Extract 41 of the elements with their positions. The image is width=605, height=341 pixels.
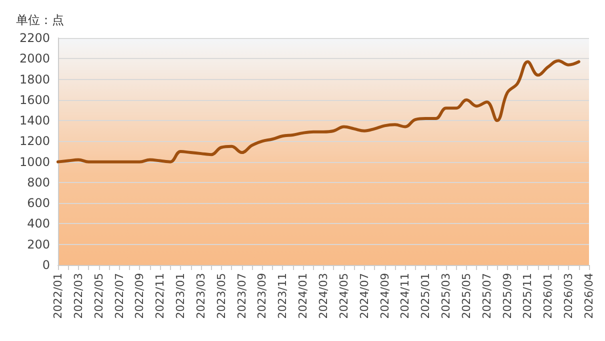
y-tick-label: 1400 — [19, 114, 50, 128]
x-tick-label: 2025/07 — [480, 273, 494, 319]
x-tick-label: 2023/11 — [276, 273, 290, 319]
y-tick-label: 600 — [27, 196, 50, 210]
x-tick-label: 2022/11 — [154, 273, 167, 319]
x-tick-label: 2022/07 — [112, 273, 126, 319]
x-tick-label: 2024/03 — [317, 273, 330, 319]
x-tick-label: 2022/05 — [92, 273, 106, 319]
x-tick-label: 2026/01 — [542, 273, 555, 319]
x-tick-label: 2024/01 — [296, 273, 310, 319]
x-tick-label: 2023/03 — [194, 273, 208, 319]
y-axis-title: 单位：点 — [16, 13, 64, 27]
x-tick-label: 2024/07 — [358, 273, 371, 319]
line-series — [56, 59, 580, 164]
x-tick-label: 2025/11 — [521, 273, 534, 319]
x-tick-label: 2026/03 — [562, 273, 576, 319]
x-tick-label: 2023/07 — [235, 273, 248, 319]
x-tick-label: 2022/01 — [52, 273, 64, 319]
x-tick-label: 2023/01 — [174, 273, 188, 319]
x-tick-label: 2026/04 — [582, 273, 596, 319]
y-tick-label: 400 — [27, 216, 50, 231]
y-tick-label: 0 — [42, 258, 50, 272]
x-tick-label: 2024/09 — [378, 273, 392, 319]
x-tick-label: 2024/11 — [398, 273, 412, 319]
x-tick-label: 2025/01 — [419, 273, 432, 319]
x-tick-label: 2025/03 — [440, 273, 453, 319]
x-tick-label: 2023/05 — [214, 273, 228, 319]
y-tick-label: 1200 — [19, 134, 50, 148]
x-tick-label: 2025/05 — [460, 273, 473, 319]
x-tick-label: 2024/05 — [337, 273, 350, 319]
y-tick-label: 1600 — [19, 92, 50, 107]
x-tick-label: 2022/03 — [72, 273, 85, 319]
x-tick-label: 2022/09 — [133, 273, 146, 319]
y-tick-label: 800 — [27, 175, 50, 190]
y-tick-label: 2200 — [19, 31, 50, 45]
y-tick-label: 2000 — [19, 52, 50, 66]
y-tick-label: 200 — [27, 237, 50, 252]
y-tick-label: 1800 — [19, 72, 50, 86]
x-tick-label: 2025/09 — [500, 273, 514, 319]
y-tick-label: 1000 — [19, 154, 50, 169]
x-tick-label: 2023/09 — [256, 273, 269, 319]
